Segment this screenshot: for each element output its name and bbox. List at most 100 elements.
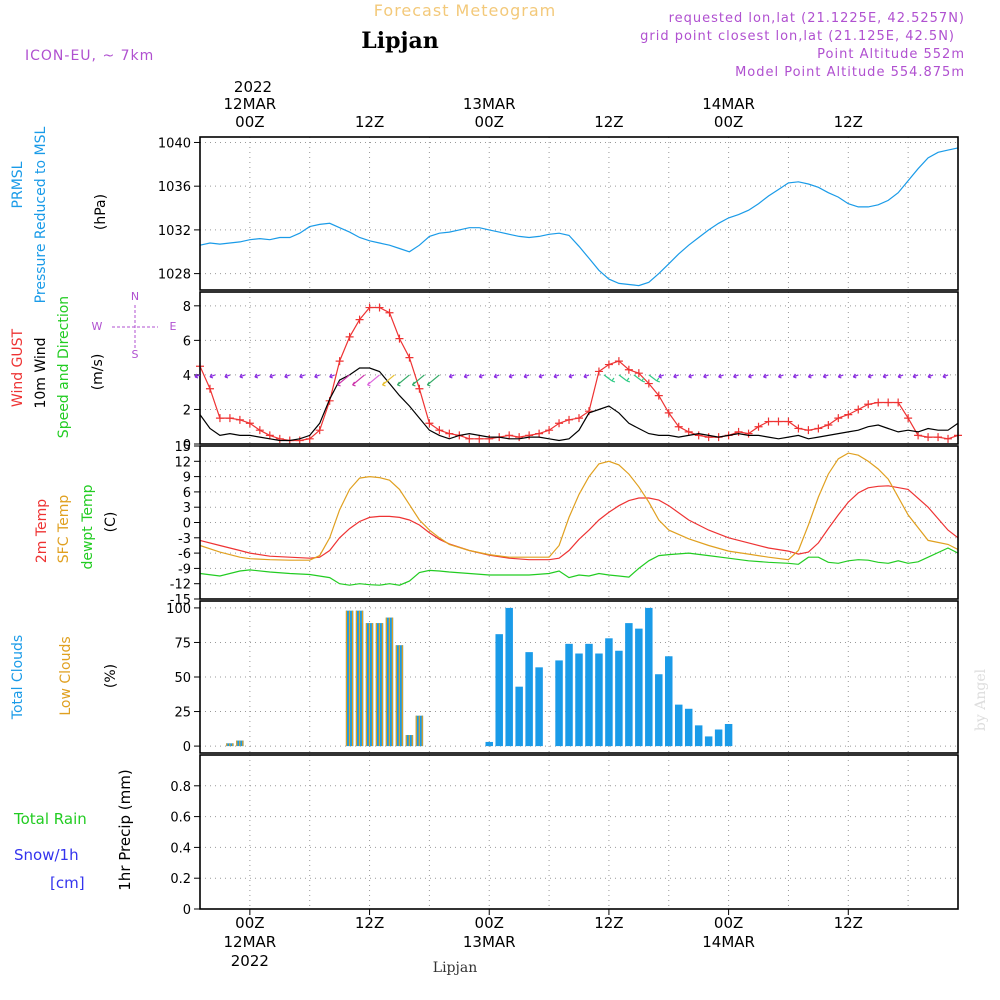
top-axis-hour: 12Z [355,113,384,131]
gust-point [774,417,783,426]
cloud-bar [495,634,503,747]
side-titles: PRMSL Pressure Reduced to MSL (hPa) Wind GU… [10,126,134,892]
gust-point [425,419,434,428]
gust-point [475,434,484,443]
wind-arrow-head [792,373,797,379]
cloud-bar [535,667,543,747]
wind-direction-arrow [412,374,425,386]
wind-arrow-head [463,373,468,379]
cloud-bar [565,643,573,747]
panel-frame [199,136,959,291]
compass-west: W [92,320,103,333]
y-tick-label: 0 [183,903,191,918]
y-tick-label: 1036 [158,180,191,195]
wind-direction-arrow [337,374,350,386]
y-tick-label: 1040 [158,136,191,151]
wind-direction-arrow [603,374,613,382]
gust-point [914,431,923,440]
gust-point [385,308,394,317]
wind-direction-arrow [648,374,658,382]
y-tick-label: 100 [166,602,191,617]
wind-arrow-head [367,381,371,387]
bottom-axis-hour: 12Z [355,914,384,932]
y-tick-label: 0 [183,740,191,755]
top-axis-date: 14MAR [702,95,755,113]
cloud-bar [655,674,663,747]
cloud-bar [555,660,563,747]
pressure-panel: 1028 1032 1036 1040 [158,136,959,291]
panel-frame [199,291,959,445]
cloud-bar [665,656,673,747]
gust-point [435,426,444,435]
bottom-axis-hour: 00Z [235,914,264,932]
wind-arrow-head [822,373,827,379]
wind-arrow-head [583,373,588,379]
y-tick-label: 75 [174,636,191,651]
wind-arrow-head [807,373,812,379]
product-title: Forecast Meteogram [374,1,556,20]
gust-point [215,414,224,423]
low-cloud-bar [361,610,364,747]
gust-point [505,431,514,440]
cloud-bar [704,736,713,747]
gust-point [555,419,564,428]
pressure-title-1: PRMSL [10,161,26,208]
top-axis-hour: 12Z [594,113,623,131]
gust-point [575,414,583,423]
total-clouds-title: Total Clouds [10,635,26,720]
location-title: Lipjan [361,28,438,54]
top-axis-hour: 00Z [475,113,504,131]
bottom-axis-hour: 12Z [594,914,623,932]
wind-arrow-head [658,373,662,379]
wind-arrow-head [688,373,692,379]
cloud-bar [505,607,513,747]
gust-point [764,417,773,426]
low-cloud-bar [239,740,241,747]
wind-arrow-head [381,381,386,387]
low-cloud-bar [232,743,234,747]
wind-arrow-head [718,373,722,379]
wind-gust-title: Wind GUST [10,328,26,407]
wind-arrow-head [493,373,498,379]
gust-point [824,421,833,429]
wind-arrow-head [763,373,767,379]
gust-point [624,365,633,374]
wind-arrow-head [703,373,707,379]
gust-point [535,429,544,438]
wind-direction-arrow [633,374,643,382]
gust-point [545,426,554,435]
gust-point [844,410,853,419]
pressure-title-2: Pressure Reduced to MSL [33,126,49,303]
wind-arrow-head [269,373,273,379]
wind-arrow-head [927,373,932,379]
gust-point [465,434,474,443]
gust-point [834,414,843,423]
low-cloud-bar [375,623,377,747]
cloud-bar [615,650,623,747]
cloud-bar [625,623,633,747]
cloud-bar [674,704,683,747]
wind-arrow-head [209,373,214,379]
wind-arrow-head [329,373,333,379]
y-tick-label: -12 [170,578,191,593]
top-axis-date: 12MAR [224,95,277,113]
compass-south: S [132,348,139,361]
low-cloud-bar [368,623,371,747]
y-tick-label: 3 [183,501,191,516]
bottom-axis-hour: 12Z [834,914,863,932]
low-cloud-bar [365,623,368,747]
low-cloud-bar [358,610,361,747]
wind-direction-arrow [367,374,380,386]
y-tick-label: 8 [183,300,191,315]
wind-arrow-head [837,373,842,379]
bottom-axis-hour: 00Z [475,914,504,932]
wind-arrow-head [748,373,752,379]
gust-point [684,427,693,436]
gust-point [525,431,534,440]
cloud-bar [605,638,613,747]
wind-direction-arrow [397,374,410,386]
wind-arrow-head [942,373,947,379]
gust-point [694,431,703,440]
low-cloud-bar [236,740,238,747]
